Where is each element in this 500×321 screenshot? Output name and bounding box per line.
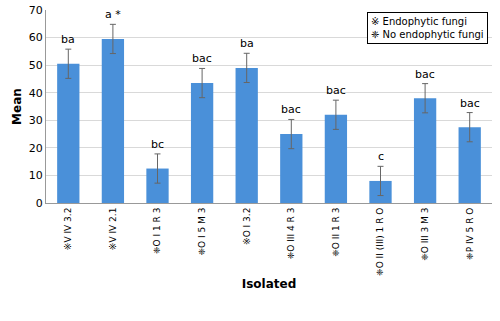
- svg-text:❈O III 4 R 3: ❈O III 4 R 3: [286, 208, 296, 260]
- svg-text:bac: bac: [281, 103, 301, 116]
- svg-text:❈O II 1 R 3: ❈O II 1 R 3: [331, 208, 341, 257]
- svg-text:70: 70: [29, 4, 43, 17]
- svg-text:bac: bac: [326, 84, 346, 97]
- svg-text:※ Endophytic fungi❈ No endophy: ※ Endophytic fungi❈ No endophytic fungi: [371, 16, 484, 40]
- svg-text:bac: bac: [460, 97, 480, 110]
- svg-text:30: 30: [29, 114, 43, 127]
- svg-text:❈O III 3 M 3: ❈O III 3 M 3: [420, 208, 430, 261]
- svg-text:❈O I 1 R 3: ❈O I 1 R 3: [152, 208, 162, 254]
- svg-text:❈P IV 5 R O: ❈P IV 5 R O: [465, 208, 475, 260]
- svg-text:c: c: [378, 150, 384, 163]
- svg-text:50: 50: [29, 59, 43, 72]
- svg-text:60: 60: [29, 31, 43, 44]
- svg-text:bac: bac: [192, 52, 212, 65]
- svg-text:❈O I 5 M 3: ❈O I 5 M 3: [197, 208, 207, 256]
- svg-text:※O I 3.2: ※O I 3.2: [242, 208, 252, 245]
- svg-text:※V IV 3.2: ※V IV 3.2: [63, 208, 73, 251]
- svg-text:※V IV 2.1: ※V IV 2.1: [108, 208, 118, 251]
- svg-text:40: 40: [29, 87, 43, 100]
- svg-text:20: 20: [29, 142, 43, 155]
- svg-text:10: 10: [29, 169, 43, 182]
- svg-text:a *: a *: [105, 8, 121, 21]
- svg-text:0: 0: [36, 197, 43, 210]
- svg-text:ba: ba: [240, 37, 254, 50]
- svg-text:Isolated: Isolated: [242, 277, 297, 291]
- svg-text:❈O II (III) 1 R O: ❈O II (III) 1 R O: [375, 208, 385, 276]
- svg-text:ba: ba: [61, 33, 75, 46]
- svg-text:bc: bc: [151, 138, 164, 151]
- svg-text:bac: bac: [415, 68, 435, 81]
- svg-text:Mean: Mean: [10, 88, 24, 125]
